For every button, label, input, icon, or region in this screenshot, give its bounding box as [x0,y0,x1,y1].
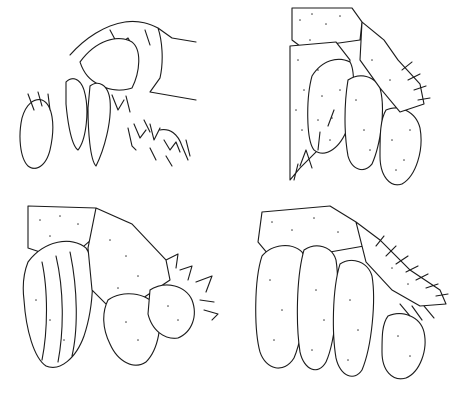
panel-bottom-right [255,205,449,380]
uropod [147,284,195,339]
panel-top-right [289,7,431,186]
segment-upper [257,205,365,255]
pleopod-2 [296,245,339,371]
panel-top-left [19,20,197,169]
body-segment-outline [69,20,197,101]
spine-tips [293,109,335,181]
stipple-texture [295,13,411,171]
stipple-texture [35,215,179,341]
spine-row [375,235,449,321]
egg-mass [22,240,94,368]
spine-group [27,91,191,157]
pleopod-4 [381,313,426,380]
pleopod-blade-2 [65,78,88,151]
egg-mass-ridges [41,251,77,363]
pleopod-right [379,107,422,186]
pleopod-blade-3 [87,82,111,167]
pleopod-3 [332,259,375,377]
limb-fragment [127,119,189,167]
stipple-texture [269,217,411,361]
pleopod-1 [255,245,307,369]
pleopod-blade-1 [19,99,54,169]
panel-bottom-left [22,205,219,368]
appendage-lobe [79,38,140,91]
pleopod-mid [344,75,383,171]
telson [103,293,161,366]
claw-spines [165,253,219,321]
spine-row [401,61,431,101]
spinose-segment [359,21,425,113]
segment-body [291,7,363,47]
